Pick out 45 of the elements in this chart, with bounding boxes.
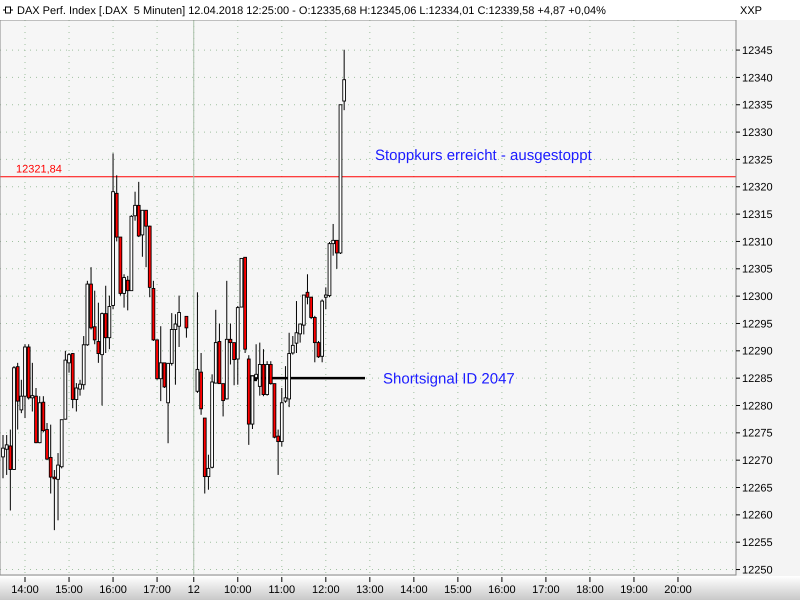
x-tick-label: 10:00 (224, 584, 252, 596)
y-tick-label: 12290 (742, 346, 773, 358)
y-tick-label: 12330 (742, 126, 773, 139)
x-tick-label: 13:00 (356, 584, 384, 596)
chart-title: DAX Perf. Index [.DAX 5 Minuten] 12.04.2018 12:25:00 - O:12335,68 H:12345,06 L:12334,01 C:12339,58 +4,87 +0,04% (17, 5, 606, 17)
y-tick-label: 12285 (742, 373, 773, 386)
candlestick (1, 434, 5, 479)
y-tick-label: 12295 (742, 318, 773, 330)
y-tick-label: 12255 (742, 537, 773, 550)
y-tick-label: 12345 (742, 44, 773, 57)
ref-line-label: Shortsignal ID 2047 (383, 370, 515, 388)
y-tick-label: 12270 (742, 455, 773, 468)
x-tick-label: 17:00 (532, 584, 560, 596)
annotation: Stoppkurs erreicht - ausgestoppt (375, 147, 593, 164)
x-tick-label: 16:00 (488, 584, 516, 596)
x-tick-label: 14:00 (400, 584, 428, 596)
x-tick-label: 12 (188, 584, 200, 596)
y-tick-label: 12325 (742, 154, 773, 166)
y-tick-label: 12305 (742, 264, 773, 276)
x-tick-label: 18:00 (576, 584, 604, 596)
y-axis-title: XXP (740, 5, 762, 17)
x-tick-label: 12:00 (312, 584, 340, 596)
y-tick-label: 12315 (742, 208, 773, 221)
x-tick-label: 17:00 (143, 584, 171, 596)
x-tick-label: 20:00 (664, 584, 692, 596)
y-tick-label: 12275 (742, 428, 773, 440)
y-tick-label: 12250 (742, 564, 773, 576)
x-tick-label: 15:00 (444, 584, 472, 596)
x-tick-label: 19:00 (620, 584, 648, 596)
y-tick-label: 12335 (742, 100, 773, 112)
y-tick-label: 12300 (742, 290, 773, 303)
y-tick-label: 12260 (742, 510, 773, 522)
candlestick (294, 300, 298, 354)
ref-line-label: 12321,84 (16, 164, 62, 176)
y-tick-label: 12340 (742, 72, 773, 84)
x-tick-label: 15:00 (55, 584, 83, 596)
x-tick-label: 14:00 (11, 584, 39, 596)
y-tick-label: 12265 (742, 482, 773, 494)
y-tick-label: 12280 (742, 400, 773, 412)
y-tick-label: 12320 (742, 182, 773, 194)
x-tick-label: 11:00 (268, 584, 296, 596)
candlestick (184, 316, 188, 338)
candlestick (158, 326, 163, 402)
y-tick-label: 12310 (742, 236, 773, 248)
x-tick-label: 16:00 (99, 584, 127, 596)
